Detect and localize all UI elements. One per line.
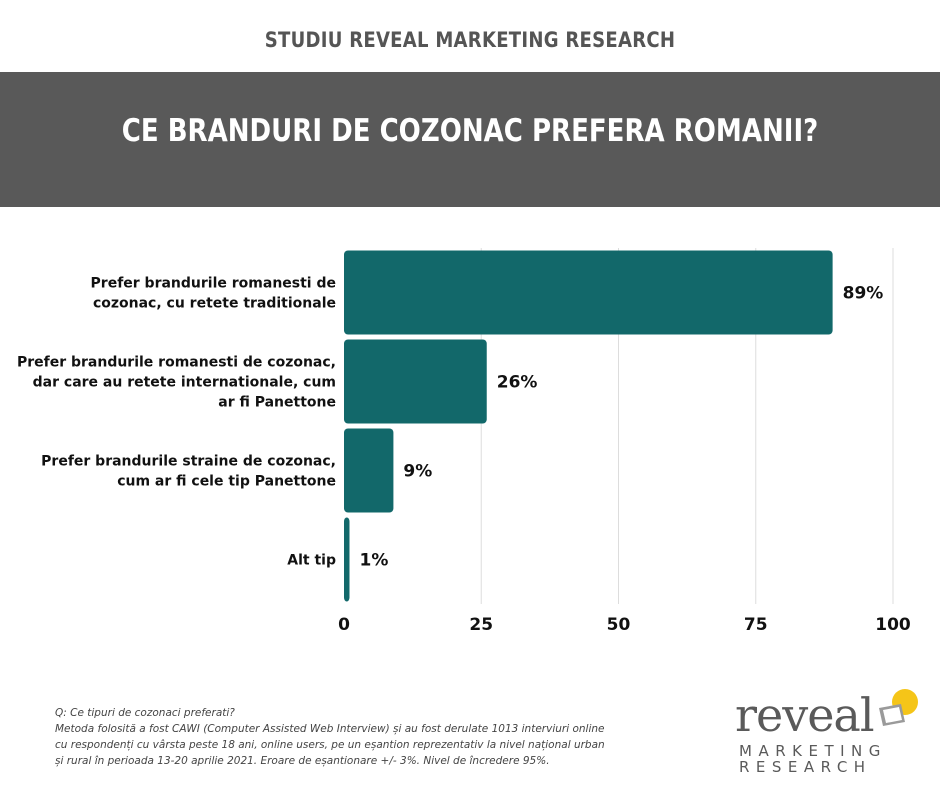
category-label-line: cozonac, cu retete traditionale <box>93 296 336 312</box>
category-label-line: ar fi Panettone <box>218 395 336 411</box>
footnote-question: Q: Ce tipuri de cozonaci preferati? <box>55 707 235 719</box>
x-tick-label: 0 <box>338 615 350 635</box>
bar <box>344 517 350 602</box>
logo-line-research: RESEARCH <box>739 758 872 776</box>
footnote-line: Metoda folosită a fost CAWI (Computer As… <box>55 723 605 735</box>
logo-wordmark: reveal <box>735 688 875 742</box>
bar-value-label: 9% <box>403 462 432 482</box>
title-banner <box>0 72 940 207</box>
footnote-line: cu respondenți cu vârsta peste 18 ani, o… <box>55 739 605 751</box>
category-label: Alt tip <box>287 553 336 569</box>
category-label: Prefer brandurile romanesti de cozonac, c… <box>91 276 336 312</box>
footnote-line: și rural în perioada 13-20 aprilie 2021.… <box>55 755 550 767</box>
category-label-line: Prefer brandurile straine de cozonac, <box>41 454 336 470</box>
reveal-logo: reveal MARKETING RESEARCH <box>735 688 925 778</box>
category-label-line: Prefer brandurile romanesti de <box>91 276 336 292</box>
bar <box>344 428 394 513</box>
category-label-line: dar care au retete internationale, cum <box>33 375 336 391</box>
logo-mark-icon <box>879 689 918 726</box>
bar-chart: 89% Prefer brandurile romanesti de cozonac… <box>17 248 911 635</box>
category-label-line: Prefer brandurile romanesti de cozonac, <box>17 355 336 371</box>
category-label: Prefer brandurile romanesti de cozonac, d… <box>17 355 336 411</box>
bar <box>344 339 487 424</box>
category-label-line: Alt tip <box>287 553 336 569</box>
methodology-footnote: Q: Ce tipuri de cozonaci preferati? Meto… <box>55 705 615 769</box>
x-tick-label: 25 <box>469 615 493 635</box>
bar-value-label: 26% <box>497 373 538 393</box>
supertitle: STUDIU REVEAL MARKETING RESEARCH <box>264 28 676 52</box>
category-label: Prefer brandurile straine de cozonac, cum… <box>41 454 336 490</box>
chart-title: CE BRANDURI DE COZONAC PREFERA ROMANII? <box>121 113 819 149</box>
category-label-line: cum ar fi cele tip Panettone <box>117 474 336 490</box>
logo-line-marketing: MARKETING <box>739 742 887 760</box>
bar-value-label: 89% <box>843 284 884 304</box>
x-tick-label: 50 <box>607 615 631 635</box>
x-tick-label: 75 <box>744 615 768 635</box>
x-tick-label: 100 <box>875 615 911 635</box>
bar <box>344 250 833 335</box>
bar-value-label: 1% <box>359 551 388 571</box>
